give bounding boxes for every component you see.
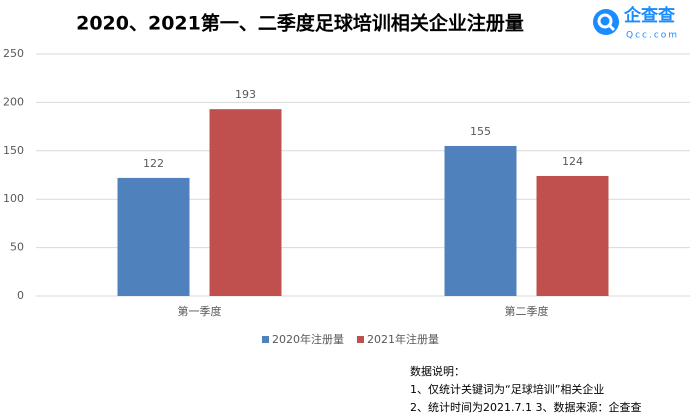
legend-swatch	[357, 336, 364, 343]
logo-icon-handle	[607, 23, 616, 32]
value-label: 124	[562, 155, 583, 168]
y-tick-label: 200	[3, 95, 24, 108]
bar	[209, 109, 282, 297]
x-tick-label: 第二季度	[505, 304, 549, 318]
legend-label: 2021年注册量	[367, 332, 439, 346]
value-label: 193	[235, 88, 256, 101]
note-line: 2、统计时间为2021.7.1 3、数据来源：企查查	[410, 400, 641, 414]
legend-swatch	[262, 336, 269, 343]
y-tick-label: 150	[3, 144, 24, 157]
chart-title: 2020、2021第一、二季度足球培训相关企业注册量	[76, 12, 524, 35]
logo-icon-ring	[597, 13, 613, 29]
logo-domain: Qcc.com	[626, 31, 679, 41]
y-tick-label: 50	[10, 241, 24, 254]
y-tick-label: 250	[3, 47, 24, 60]
value-label: 155	[470, 125, 491, 138]
legend-label: 2020年注册量	[272, 332, 344, 346]
logo-icon	[593, 9, 619, 35]
logo: 企查查 Qcc.com	[593, 5, 679, 41]
bar	[536, 175, 609, 296]
x-tick-label: 第一季度	[178, 304, 222, 318]
y-tick-label: 0	[17, 289, 24, 302]
value-label: 122	[143, 157, 164, 170]
bar	[444, 145, 517, 296]
note-line: 1、仅统计关键词为“足球培训”相关企业	[410, 382, 604, 396]
note-heading: 数据说明：	[410, 364, 465, 378]
bar	[117, 177, 190, 296]
y-tick-label: 100	[3, 192, 24, 205]
logo-name: 企查查	[623, 5, 676, 26]
